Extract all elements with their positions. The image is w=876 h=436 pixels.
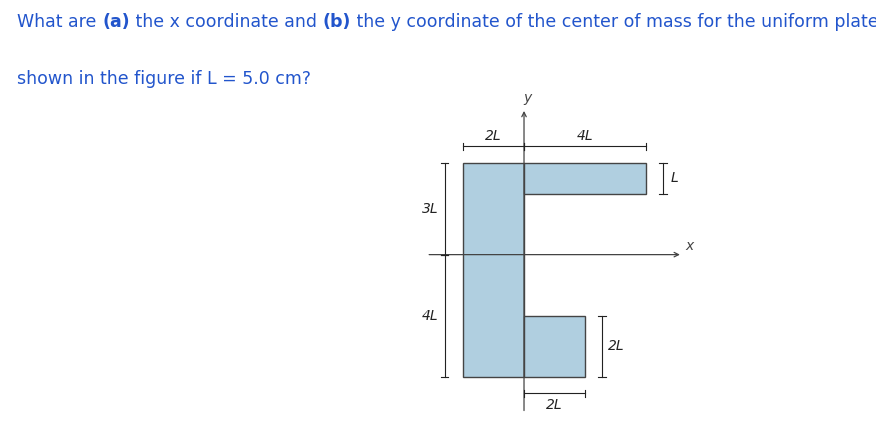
- Text: 3L: 3L: [422, 202, 439, 216]
- Text: 4L: 4L: [422, 309, 439, 323]
- Bar: [524, 163, 646, 194]
- Text: the y coordinate of the center of mass for the uniform plate: the y coordinate of the center of mass f…: [350, 13, 876, 31]
- Text: y: y: [524, 91, 532, 105]
- Bar: [463, 163, 524, 377]
- Text: 2L: 2L: [547, 398, 563, 412]
- Bar: [524, 316, 585, 377]
- Text: What are: What are: [18, 13, 102, 31]
- Text: (b): (b): [322, 13, 350, 31]
- Text: shown in the figure if L = 5.0 cm?: shown in the figure if L = 5.0 cm?: [18, 70, 311, 88]
- Text: 4L: 4L: [576, 129, 593, 143]
- Text: 2L: 2L: [485, 129, 502, 143]
- Text: the x coordinate and: the x coordinate and: [130, 13, 322, 31]
- Text: x: x: [686, 239, 694, 253]
- Text: 2L: 2L: [608, 339, 625, 353]
- Text: (a): (a): [102, 13, 130, 31]
- Text: L: L: [670, 171, 678, 185]
